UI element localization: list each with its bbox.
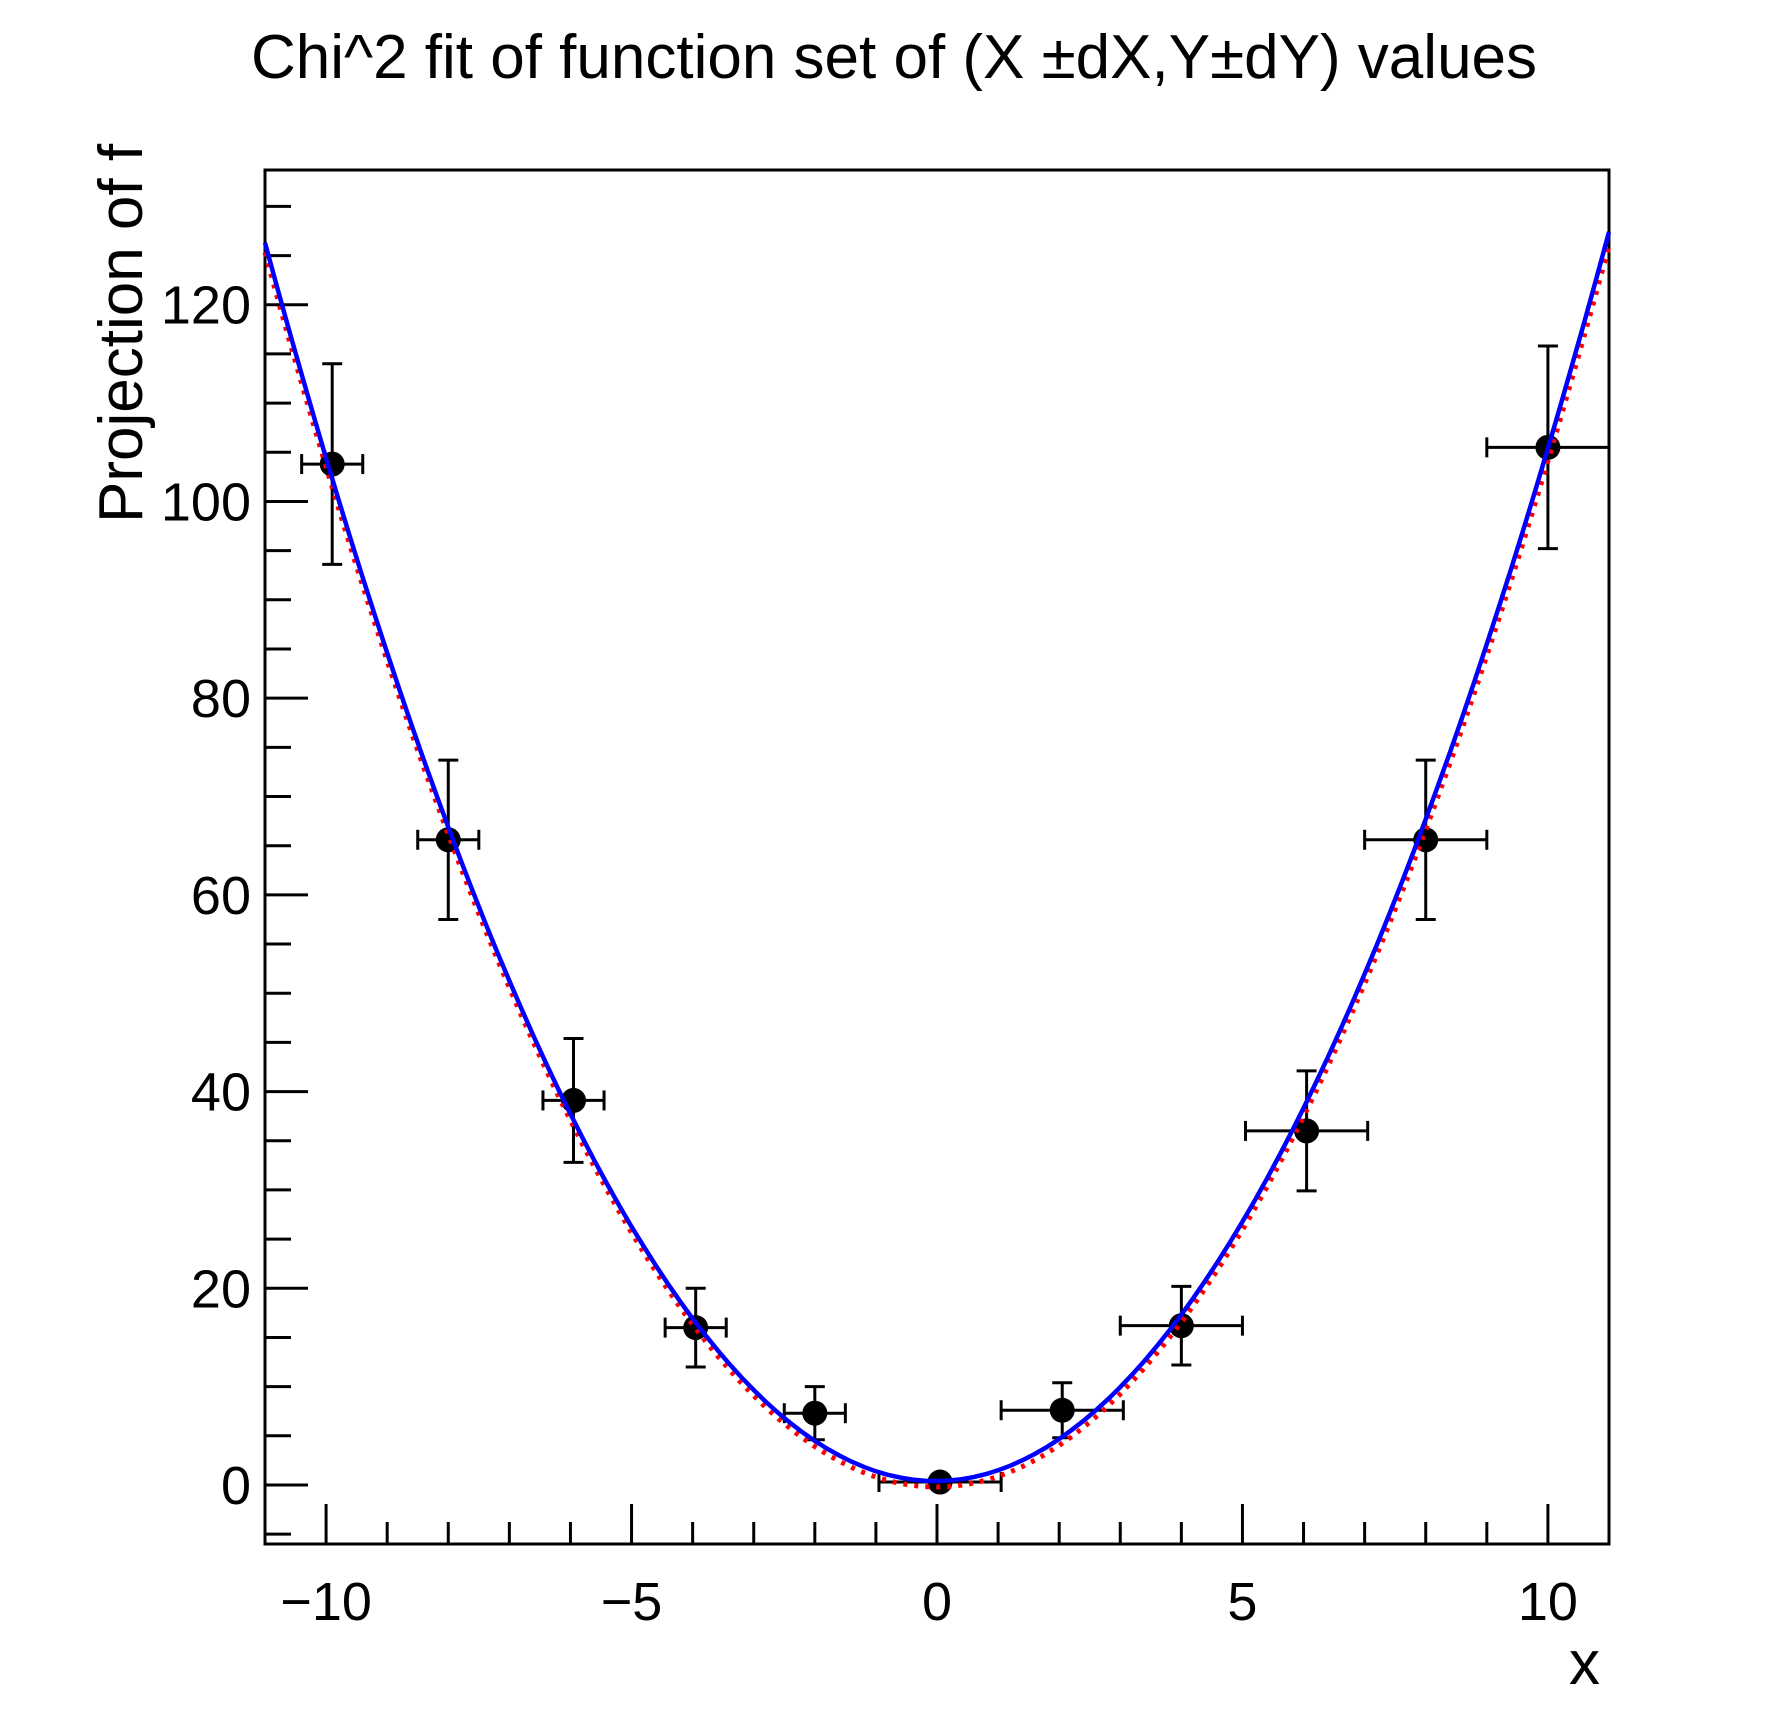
y-tick-label: 100 (161, 472, 251, 532)
x-tick-label: −5 (601, 1572, 663, 1632)
y-tick-label: 40 (191, 1063, 251, 1123)
chart-title: Chi^2 fit of function set of (X ±dX,Y±dY… (250, 23, 1538, 92)
data-marker (802, 1400, 828, 1426)
true-function-curve (262, 245, 1612, 1490)
data-marker (1049, 1397, 1075, 1423)
y-tick-label: 20 (191, 1259, 251, 1319)
y-tick-label: 80 (191, 669, 251, 729)
y-tick-label: 0 (221, 1456, 251, 1516)
y-tick-label: 120 (161, 276, 251, 336)
x-tick-label: 10 (1518, 1572, 1578, 1632)
fit-curve (262, 231, 1612, 1484)
plot-frame (263, 168, 1611, 1546)
x-axis-title: x (1569, 1629, 1600, 1698)
x-tick-label: 5 (1227, 1572, 1257, 1632)
y-tick-label: 60 (191, 866, 251, 926)
data-marker (1294, 1118, 1320, 1144)
x-tick-label: 0 (922, 1572, 952, 1632)
x-tick-label: −10 (280, 1572, 372, 1632)
